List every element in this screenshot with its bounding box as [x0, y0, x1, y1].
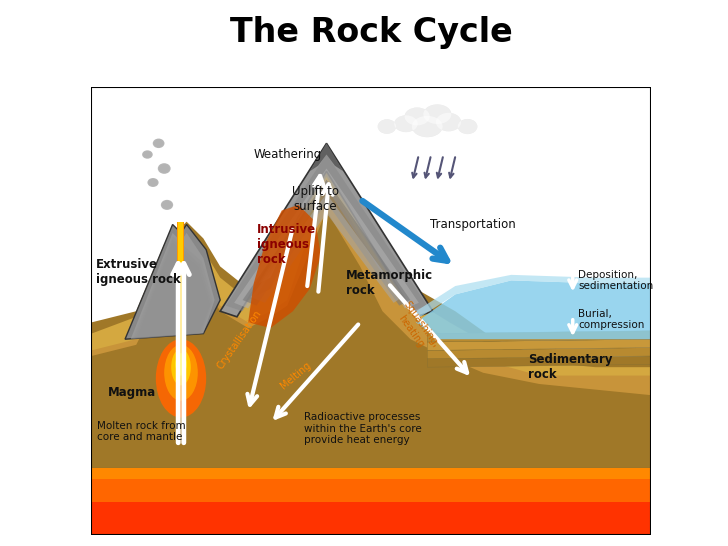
Ellipse shape: [171, 349, 191, 385]
Text: Transportation: Transportation: [430, 218, 516, 231]
Text: Melting: Melting: [279, 360, 313, 391]
Polygon shape: [92, 468, 651, 535]
Ellipse shape: [143, 151, 151, 158]
Ellipse shape: [436, 113, 461, 131]
Polygon shape: [242, 180, 411, 306]
Polygon shape: [125, 224, 220, 339]
Polygon shape: [427, 331, 651, 342]
Text: Molten rock from
core and mantle: Molten rock from core and mantle: [97, 421, 186, 442]
Polygon shape: [92, 166, 651, 376]
Ellipse shape: [149, 179, 157, 186]
Ellipse shape: [458, 119, 478, 134]
Text: Burial,
compression: Burial, compression: [578, 309, 645, 330]
Ellipse shape: [161, 200, 173, 210]
Ellipse shape: [436, 113, 461, 131]
Polygon shape: [416, 275, 651, 319]
Polygon shape: [92, 501, 651, 535]
Ellipse shape: [405, 108, 430, 126]
Polygon shape: [177, 222, 183, 378]
Polygon shape: [138, 243, 210, 337]
Polygon shape: [133, 236, 213, 339]
Text: Sedimentary
rock: Sedimentary rock: [528, 353, 612, 381]
Ellipse shape: [165, 345, 198, 401]
Text: Squashing,
heating: Squashing, heating: [392, 300, 440, 357]
Ellipse shape: [423, 104, 451, 124]
Ellipse shape: [142, 150, 153, 159]
Ellipse shape: [162, 201, 172, 209]
Text: Radioactive processes
within the Earth's core
provide heat energy: Radioactive processes within the Earth's…: [304, 412, 422, 446]
Ellipse shape: [153, 139, 165, 148]
Ellipse shape: [412, 116, 443, 137]
Polygon shape: [309, 143, 344, 171]
Polygon shape: [427, 348, 651, 359]
Ellipse shape: [395, 115, 418, 132]
Ellipse shape: [378, 119, 396, 134]
Text: Extrusive
igneous rock: Extrusive igneous rock: [96, 258, 181, 286]
Ellipse shape: [156, 339, 206, 418]
Polygon shape: [135, 240, 211, 337]
Polygon shape: [234, 169, 419, 308]
Text: The Rock Cycle: The Rock Cycle: [230, 16, 513, 49]
Polygon shape: [92, 412, 651, 468]
Polygon shape: [92, 456, 651, 479]
Polygon shape: [251, 194, 402, 303]
Ellipse shape: [458, 119, 478, 134]
Ellipse shape: [412, 116, 443, 137]
Polygon shape: [92, 373, 651, 401]
Text: Magma: Magma: [108, 386, 157, 399]
Text: Deposition,
sedimentation: Deposition, sedimentation: [578, 270, 654, 291]
Text: Uplift to
surface: Uplift to surface: [292, 185, 339, 213]
Polygon shape: [92, 171, 651, 395]
Polygon shape: [220, 143, 433, 317]
Text: Metamorphic
rock: Metamorphic rock: [346, 269, 433, 297]
Ellipse shape: [154, 140, 163, 147]
Ellipse shape: [175, 353, 186, 376]
Text: Weathering: Weathering: [253, 148, 322, 161]
Text: Intrusive
igneous
rock: Intrusive igneous rock: [256, 223, 316, 265]
Polygon shape: [92, 155, 651, 468]
Ellipse shape: [423, 104, 451, 124]
Polygon shape: [178, 222, 183, 378]
Text: Crystallisation: Crystallisation: [215, 308, 264, 371]
Ellipse shape: [148, 178, 159, 187]
Polygon shape: [226, 155, 427, 311]
Ellipse shape: [378, 119, 396, 134]
Polygon shape: [427, 339, 651, 351]
Polygon shape: [427, 356, 651, 367]
Polygon shape: [248, 205, 321, 328]
Polygon shape: [130, 233, 215, 339]
Ellipse shape: [158, 163, 170, 174]
Polygon shape: [416, 281, 651, 339]
Ellipse shape: [405, 108, 430, 126]
Ellipse shape: [395, 115, 418, 132]
Ellipse shape: [159, 164, 170, 173]
Polygon shape: [92, 390, 651, 423]
